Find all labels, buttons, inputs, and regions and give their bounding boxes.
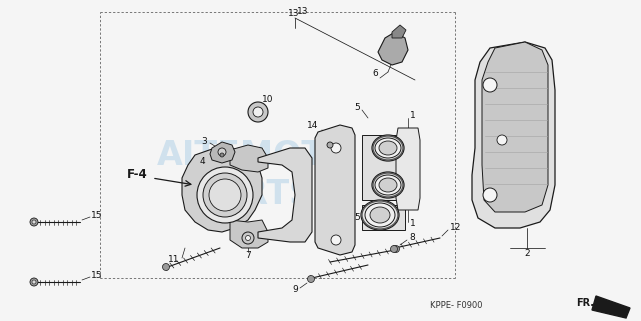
Polygon shape [230,145,268,172]
Text: 2: 2 [524,249,530,258]
Circle shape [203,173,247,217]
Circle shape [390,246,397,253]
Text: 15: 15 [91,212,103,221]
Circle shape [197,167,253,223]
Polygon shape [472,42,555,228]
Circle shape [327,142,333,148]
Circle shape [218,148,226,156]
Ellipse shape [375,175,401,195]
Circle shape [331,143,341,153]
Ellipse shape [372,172,404,198]
Circle shape [163,264,169,271]
Ellipse shape [370,207,390,223]
Ellipse shape [375,138,401,158]
Circle shape [392,246,399,253]
Circle shape [32,220,36,224]
Text: F-4: F-4 [128,169,148,181]
Polygon shape [230,220,268,248]
Circle shape [483,188,497,202]
Text: 4: 4 [199,158,205,167]
Text: 8: 8 [409,233,415,242]
Text: AITEMOTO
PARTS: AITEMOTO PARTS [157,139,353,211]
Text: KPPE- F0900: KPPE- F0900 [430,301,483,310]
Circle shape [331,235,341,245]
Circle shape [497,135,507,145]
Text: 9: 9 [292,285,298,294]
Polygon shape [592,296,630,318]
Polygon shape [392,25,406,38]
Text: 10: 10 [262,96,274,105]
Polygon shape [482,42,548,212]
Circle shape [483,78,497,92]
Circle shape [308,275,315,282]
Text: 15: 15 [91,272,103,281]
Polygon shape [182,148,262,232]
Polygon shape [396,128,420,210]
Circle shape [253,107,263,117]
Text: 5: 5 [354,102,360,111]
Ellipse shape [372,135,404,161]
Text: 1: 1 [410,110,416,119]
Circle shape [242,232,254,244]
Polygon shape [210,142,235,163]
Ellipse shape [361,200,399,230]
Ellipse shape [365,203,395,227]
Polygon shape [362,205,405,230]
Circle shape [32,280,36,284]
Polygon shape [362,135,405,200]
Ellipse shape [379,178,397,192]
Text: 6: 6 [372,70,378,79]
Text: 13: 13 [288,10,300,19]
Polygon shape [258,148,312,242]
Text: 13: 13 [297,7,308,16]
Polygon shape [378,32,408,65]
Circle shape [30,278,38,286]
Text: 11: 11 [167,256,179,265]
Circle shape [220,153,224,157]
Circle shape [248,102,268,122]
Text: 12: 12 [450,223,462,232]
Text: 5: 5 [354,213,360,222]
Text: 7: 7 [245,251,251,261]
Polygon shape [315,125,355,255]
Text: 14: 14 [306,120,318,129]
Circle shape [246,236,251,240]
Text: FR.: FR. [576,298,594,308]
Ellipse shape [379,141,397,155]
Circle shape [209,179,241,211]
Circle shape [30,218,38,226]
Text: 3: 3 [201,136,207,145]
Text: 1: 1 [410,220,416,229]
